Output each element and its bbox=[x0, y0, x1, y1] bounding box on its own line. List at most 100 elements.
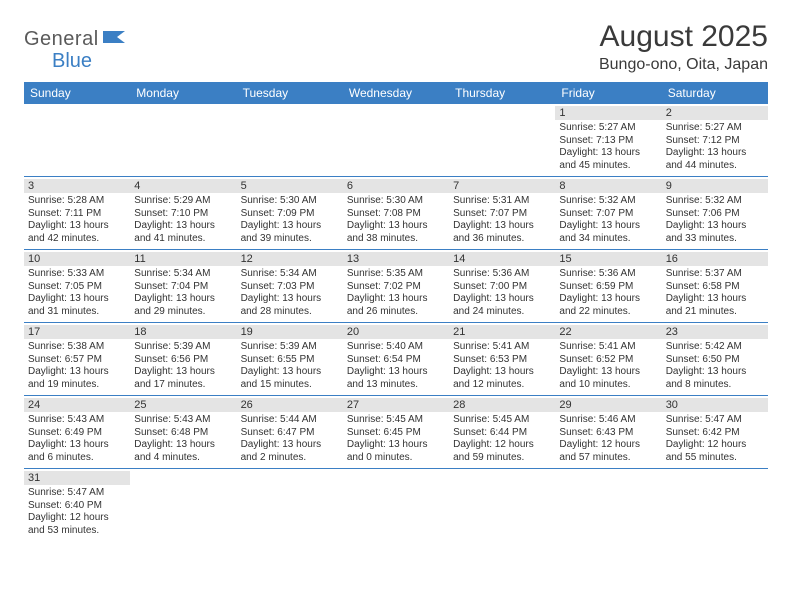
daylight-line: and 0 minutes. bbox=[347, 452, 445, 465]
day-number: 26 bbox=[237, 398, 343, 412]
calendar-cell: 25Sunrise: 5:43 AMSunset: 6:48 PMDayligh… bbox=[130, 396, 236, 469]
sunrise-line: Sunrise: 5:38 AM bbox=[28, 341, 126, 354]
sunset-line: Sunset: 6:52 PM bbox=[559, 354, 657, 367]
sunset-line: Sunset: 7:07 PM bbox=[453, 208, 551, 221]
daylight-line: and 13 minutes. bbox=[347, 379, 445, 392]
calendar-cell bbox=[24, 104, 130, 177]
daylight-line: Daylight: 12 hours bbox=[666, 439, 764, 452]
location: Bungo-ono, Oita, Japan bbox=[599, 56, 768, 74]
calendar-cell: 31Sunrise: 5:47 AMSunset: 6:40 PMDayligh… bbox=[24, 469, 130, 541]
day-header: Wednesday bbox=[343, 82, 449, 104]
calendar-cell: 28Sunrise: 5:45 AMSunset: 6:44 PMDayligh… bbox=[449, 396, 555, 469]
calendar-cell: 16Sunrise: 5:37 AMSunset: 6:58 PMDayligh… bbox=[662, 250, 768, 323]
sunset-line: Sunset: 6:45 PM bbox=[347, 427, 445, 440]
sunset-line: Sunset: 7:09 PM bbox=[241, 208, 339, 221]
day-number: 13 bbox=[343, 252, 449, 266]
calendar-cell: 11Sunrise: 5:34 AMSunset: 7:04 PMDayligh… bbox=[130, 250, 236, 323]
calendar-cell: 14Sunrise: 5:36 AMSunset: 7:00 PMDayligh… bbox=[449, 250, 555, 323]
calendar-week-row: 3Sunrise: 5:28 AMSunset: 7:11 PMDaylight… bbox=[24, 177, 768, 250]
day-header: Monday bbox=[130, 82, 236, 104]
day-header: Saturday bbox=[662, 82, 768, 104]
day-number: 21 bbox=[449, 325, 555, 339]
sunset-line: Sunset: 7:11 PM bbox=[28, 208, 126, 221]
calendar-body: 1Sunrise: 5:27 AMSunset: 7:13 PMDaylight… bbox=[24, 104, 768, 541]
daylight-line: Daylight: 13 hours bbox=[453, 220, 551, 233]
sunrise-line: Sunrise: 5:30 AM bbox=[241, 195, 339, 208]
day-number: 12 bbox=[237, 252, 343, 266]
calendar-cell: 8Sunrise: 5:32 AMSunset: 7:07 PMDaylight… bbox=[555, 177, 661, 250]
day-number: 17 bbox=[24, 325, 130, 339]
calendar-cell bbox=[237, 104, 343, 177]
sunrise-line: Sunrise: 5:45 AM bbox=[347, 414, 445, 427]
daylight-line: and 22 minutes. bbox=[559, 306, 657, 319]
sunset-line: Sunset: 7:04 PM bbox=[134, 281, 232, 294]
calendar-cell: 1Sunrise: 5:27 AMSunset: 7:13 PMDaylight… bbox=[555, 104, 661, 177]
calendar-cell bbox=[449, 104, 555, 177]
daylight-line: and 57 minutes. bbox=[559, 452, 657, 465]
daylight-line: and 45 minutes. bbox=[559, 160, 657, 173]
calendar-cell: 6Sunrise: 5:30 AMSunset: 7:08 PMDaylight… bbox=[343, 177, 449, 250]
sunset-line: Sunset: 6:50 PM bbox=[666, 354, 764, 367]
calendar-week-row: 24Sunrise: 5:43 AMSunset: 6:49 PMDayligh… bbox=[24, 396, 768, 469]
daylight-line: and 19 minutes. bbox=[28, 379, 126, 392]
daylight-line: and 38 minutes. bbox=[347, 233, 445, 246]
day-number: 24 bbox=[24, 398, 130, 412]
sunrise-line: Sunrise: 5:33 AM bbox=[28, 268, 126, 281]
daylight-line: and 34 minutes. bbox=[559, 233, 657, 246]
sunrise-line: Sunrise: 5:42 AM bbox=[666, 341, 764, 354]
daylight-line: and 10 minutes. bbox=[559, 379, 657, 392]
daylight-line: Daylight: 12 hours bbox=[453, 439, 551, 452]
daylight-line: Daylight: 13 hours bbox=[134, 439, 232, 452]
calendar-cell: 13Sunrise: 5:35 AMSunset: 7:02 PMDayligh… bbox=[343, 250, 449, 323]
daylight-line: Daylight: 13 hours bbox=[666, 220, 764, 233]
daylight-line: and 4 minutes. bbox=[134, 452, 232, 465]
sunrise-line: Sunrise: 5:39 AM bbox=[134, 341, 232, 354]
day-number: 20 bbox=[343, 325, 449, 339]
daylight-line: Daylight: 13 hours bbox=[347, 366, 445, 379]
day-number: 27 bbox=[343, 398, 449, 412]
sunset-line: Sunset: 6:47 PM bbox=[241, 427, 339, 440]
sunrise-line: Sunrise: 5:43 AM bbox=[134, 414, 232, 427]
sunset-line: Sunset: 6:40 PM bbox=[28, 500, 126, 513]
calendar-cell: 17Sunrise: 5:38 AMSunset: 6:57 PMDayligh… bbox=[24, 323, 130, 396]
sunset-line: Sunset: 7:13 PM bbox=[559, 135, 657, 148]
day-number: 30 bbox=[662, 398, 768, 412]
sunset-line: Sunset: 7:08 PM bbox=[347, 208, 445, 221]
month-title: August 2025 bbox=[599, 20, 768, 54]
day-number: 7 bbox=[449, 179, 555, 193]
daylight-line: and 29 minutes. bbox=[134, 306, 232, 319]
sunrise-line: Sunrise: 5:27 AM bbox=[666, 122, 764, 135]
sunset-line: Sunset: 7:05 PM bbox=[28, 281, 126, 294]
daylight-line: Daylight: 12 hours bbox=[28, 512, 126, 525]
calendar-cell: 12Sunrise: 5:34 AMSunset: 7:03 PMDayligh… bbox=[237, 250, 343, 323]
daylight-line: Daylight: 13 hours bbox=[28, 293, 126, 306]
daylight-line: and 21 minutes. bbox=[666, 306, 764, 319]
sunrise-line: Sunrise: 5:47 AM bbox=[666, 414, 764, 427]
daylight-line: Daylight: 13 hours bbox=[666, 293, 764, 306]
day-number: 10 bbox=[24, 252, 130, 266]
day-number: 14 bbox=[449, 252, 555, 266]
sunrise-line: Sunrise: 5:40 AM bbox=[347, 341, 445, 354]
daylight-line: and 31 minutes. bbox=[28, 306, 126, 319]
daylight-line: and 41 minutes. bbox=[134, 233, 232, 246]
sunset-line: Sunset: 6:43 PM bbox=[559, 427, 657, 440]
daylight-line: and 15 minutes. bbox=[241, 379, 339, 392]
calendar-table: Sunday Monday Tuesday Wednesday Thursday… bbox=[24, 82, 768, 541]
sunrise-line: Sunrise: 5:45 AM bbox=[453, 414, 551, 427]
calendar-cell: 3Sunrise: 5:28 AMSunset: 7:11 PMDaylight… bbox=[24, 177, 130, 250]
daylight-line: Daylight: 13 hours bbox=[559, 147, 657, 160]
day-number: 11 bbox=[130, 252, 236, 266]
day-header: Thursday bbox=[449, 82, 555, 104]
calendar-week-row: 1Sunrise: 5:27 AMSunset: 7:13 PMDaylight… bbox=[24, 104, 768, 177]
sunrise-line: Sunrise: 5:36 AM bbox=[559, 268, 657, 281]
calendar-cell: 20Sunrise: 5:40 AMSunset: 6:54 PMDayligh… bbox=[343, 323, 449, 396]
sunrise-line: Sunrise: 5:34 AM bbox=[241, 268, 339, 281]
calendar-cell: 4Sunrise: 5:29 AMSunset: 7:10 PMDaylight… bbox=[130, 177, 236, 250]
daylight-line: and 2 minutes. bbox=[241, 452, 339, 465]
calendar-page: General August 2025 Bungo-ono, Oita, Jap… bbox=[0, 0, 792, 561]
sunrise-line: Sunrise: 5:43 AM bbox=[28, 414, 126, 427]
calendar-cell: 15Sunrise: 5:36 AMSunset: 6:59 PMDayligh… bbox=[555, 250, 661, 323]
daylight-line: Daylight: 13 hours bbox=[241, 220, 339, 233]
sunrise-line: Sunrise: 5:37 AM bbox=[666, 268, 764, 281]
sunset-line: Sunset: 6:49 PM bbox=[28, 427, 126, 440]
